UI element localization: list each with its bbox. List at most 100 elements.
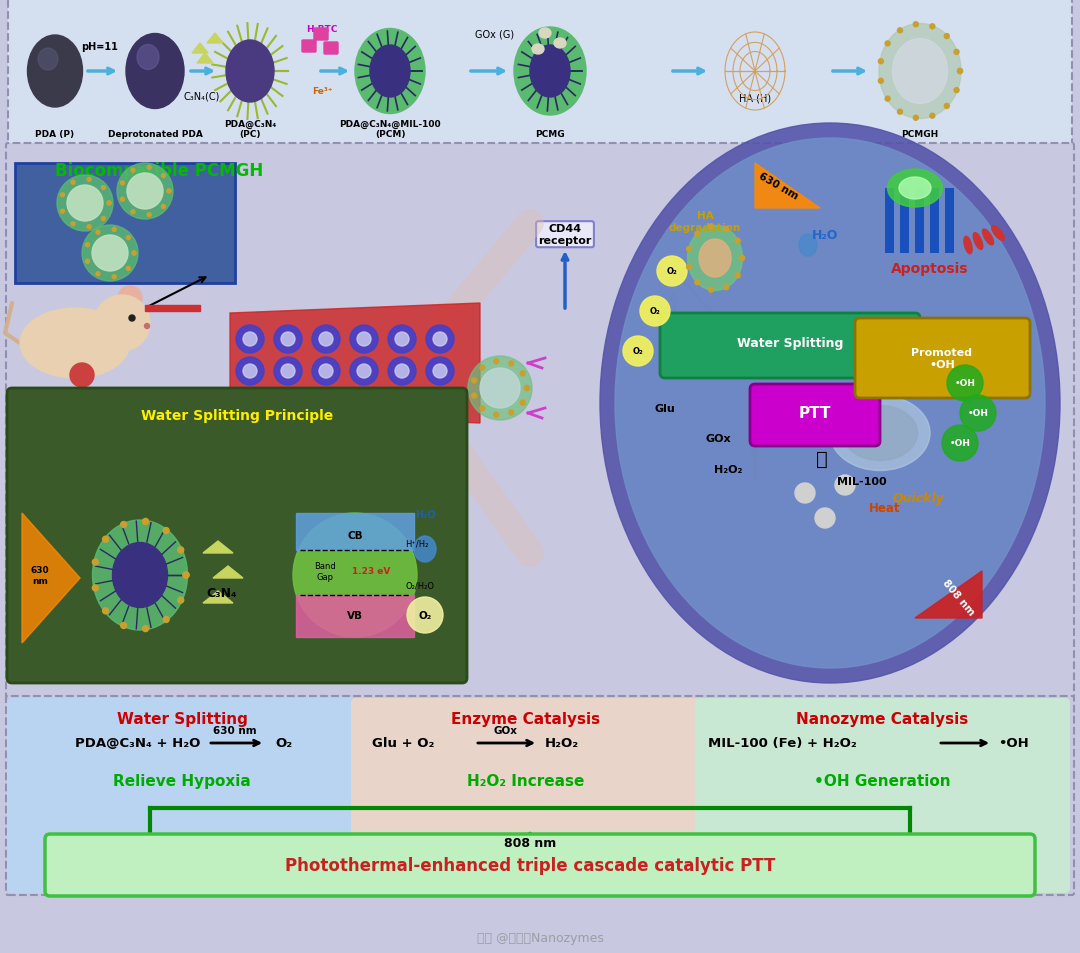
Ellipse shape [226, 41, 274, 103]
Text: O₂: O₂ [275, 737, 292, 750]
Circle shape [740, 256, 744, 261]
Circle shape [897, 29, 903, 33]
Circle shape [237, 357, 264, 386]
Text: O₂: O₂ [418, 610, 432, 620]
Text: Glu + O₂: Glu + O₂ [372, 737, 434, 750]
Circle shape [357, 333, 372, 347]
Circle shape [161, 205, 165, 210]
Circle shape [167, 190, 171, 193]
Circle shape [815, 509, 835, 529]
FancyBboxPatch shape [6, 389, 467, 683]
FancyBboxPatch shape [45, 834, 1035, 896]
Circle shape [388, 326, 416, 354]
Text: 808 nm: 808 nm [941, 578, 976, 618]
Circle shape [96, 273, 100, 276]
Circle shape [67, 186, 103, 222]
Circle shape [357, 365, 372, 378]
Circle shape [878, 60, 883, 65]
Text: 1.23 eV: 1.23 eV [352, 566, 390, 575]
Text: 🔥: 🔥 [816, 449, 828, 468]
Circle shape [468, 356, 532, 420]
FancyBboxPatch shape [945, 189, 954, 253]
Circle shape [312, 390, 340, 417]
Circle shape [112, 275, 117, 279]
Circle shape [87, 226, 91, 230]
Circle shape [312, 326, 340, 354]
Text: PDA (P): PDA (P) [36, 130, 75, 139]
Circle shape [96, 231, 100, 235]
Text: Deprotonated PDA: Deprotonated PDA [108, 130, 202, 139]
Text: PCMG: PCMG [536, 130, 565, 139]
Text: C₃N₄: C₃N₄ [206, 587, 238, 599]
Ellipse shape [530, 46, 570, 98]
Circle shape [795, 483, 815, 503]
FancyBboxPatch shape [302, 41, 316, 53]
Text: H₂O₂: H₂O₂ [545, 737, 579, 750]
Polygon shape [296, 514, 414, 551]
Text: 630 nm: 630 nm [213, 725, 257, 735]
Ellipse shape [414, 537, 436, 562]
Text: Water Splitting Principle: Water Splitting Principle [140, 409, 333, 422]
Circle shape [525, 386, 529, 391]
Circle shape [143, 518, 149, 525]
FancyBboxPatch shape [145, 306, 200, 312]
Circle shape [426, 390, 454, 417]
Text: 808 nm: 808 nm [504, 837, 556, 850]
Circle shape [930, 114, 935, 119]
Text: HA (H): HA (H) [739, 94, 771, 104]
Text: •OH: •OH [949, 439, 971, 448]
Circle shape [708, 225, 714, 230]
Circle shape [132, 252, 136, 255]
Polygon shape [203, 592, 233, 603]
Circle shape [480, 407, 485, 412]
Circle shape [319, 396, 333, 411]
Circle shape [472, 378, 476, 383]
Circle shape [509, 361, 514, 367]
Circle shape [237, 390, 264, 417]
Polygon shape [192, 44, 208, 54]
Ellipse shape [137, 46, 159, 71]
Circle shape [708, 288, 714, 293]
Polygon shape [755, 164, 820, 209]
Circle shape [87, 178, 91, 182]
Circle shape [85, 260, 90, 264]
Text: Glu: Glu [654, 403, 675, 414]
Circle shape [521, 372, 525, 376]
Circle shape [92, 585, 98, 591]
Text: HA
degradation: HA degradation [669, 211, 741, 233]
Ellipse shape [973, 233, 983, 250]
Text: Water Splitting: Water Splitting [737, 337, 843, 350]
Circle shape [274, 326, 302, 354]
Circle shape [480, 369, 519, 409]
Text: Promoted
•OH: Promoted •OH [912, 348, 972, 370]
Text: PDA@C₃N₄ + H₂O: PDA@C₃N₄ + H₂O [75, 737, 201, 750]
Text: Fe³⁺: Fe³⁺ [312, 87, 333, 96]
Circle shape [958, 70, 962, 74]
Text: •OH Generation: •OH Generation [813, 774, 950, 789]
Text: CB: CB [347, 531, 363, 540]
Ellipse shape [370, 46, 410, 98]
Circle shape [183, 573, 189, 578]
Circle shape [319, 365, 333, 378]
Circle shape [131, 169, 135, 173]
Polygon shape [207, 34, 222, 44]
Circle shape [395, 333, 409, 347]
Ellipse shape [888, 170, 943, 208]
Circle shape [350, 357, 378, 386]
FancyBboxPatch shape [930, 189, 939, 253]
Text: •OH: •OH [955, 379, 975, 388]
Text: H₂O: H₂O [812, 230, 838, 242]
Circle shape [494, 413, 499, 417]
Circle shape [724, 227, 729, 233]
Circle shape [281, 396, 295, 411]
Circle shape [161, 174, 165, 178]
Ellipse shape [892, 39, 947, 105]
Circle shape [312, 357, 340, 386]
Text: CD44
receptor: CD44 receptor [538, 224, 592, 246]
Text: Band
Gap: Band Gap [314, 561, 336, 581]
Circle shape [131, 211, 135, 214]
Circle shape [178, 598, 184, 603]
Ellipse shape [842, 406, 918, 461]
Ellipse shape [615, 139, 1045, 668]
Circle shape [914, 23, 918, 28]
